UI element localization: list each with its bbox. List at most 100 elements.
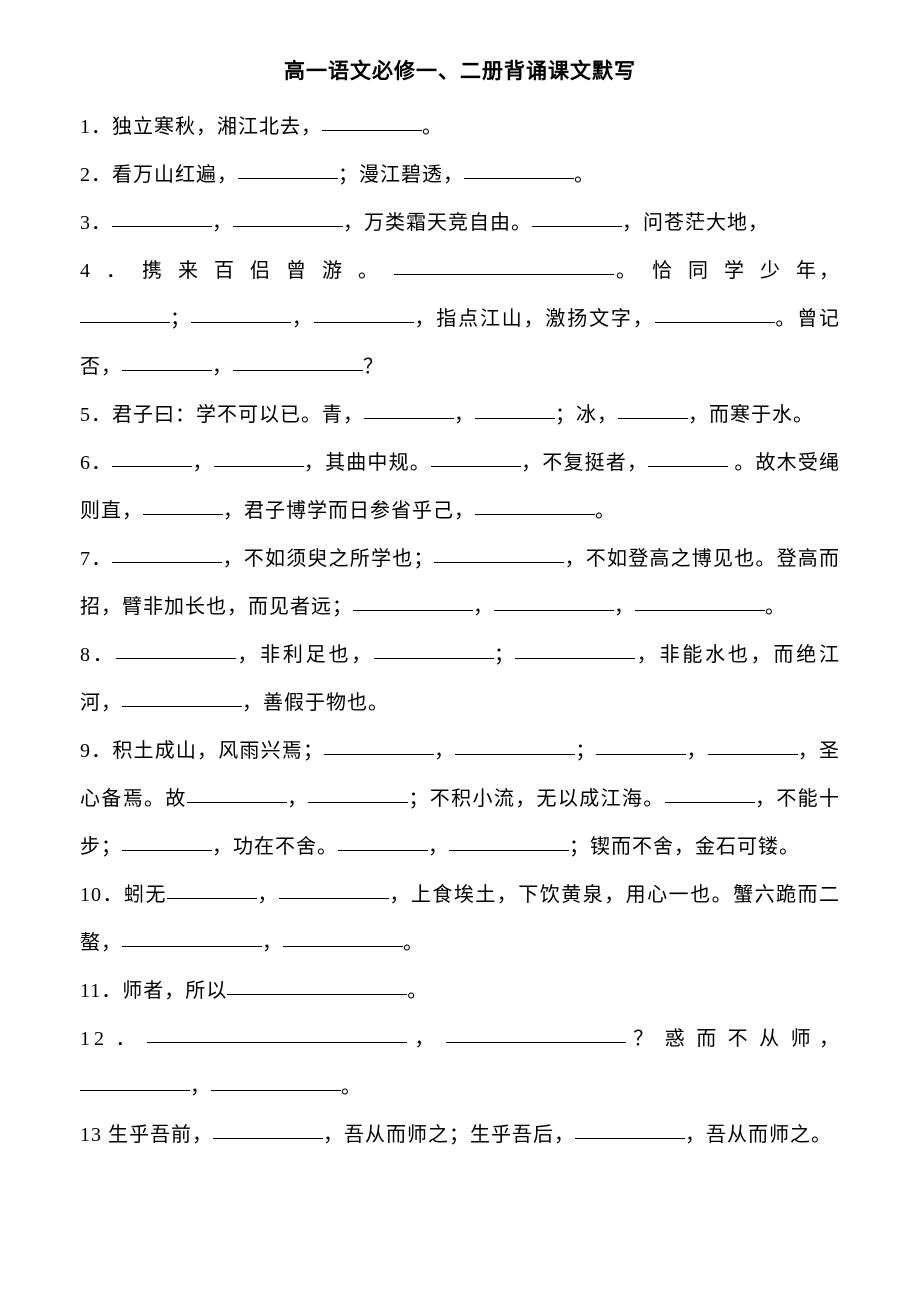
q4-text-b: 。恰同学少 (614, 260, 796, 282)
q13-text-b: ，吾从而师之；生乎吾后， (323, 1124, 575, 1146)
q10-text-e: 。 (403, 932, 424, 954)
q7-text-e: ， (614, 596, 635, 618)
q4-text-c: 年， (796, 260, 840, 282)
blank (122, 351, 212, 371)
question-3: 3．，，万类霜天竞自由。，问苍茫大地， (80, 199, 840, 247)
q3-text-b: ， (212, 212, 233, 234)
q3-text-c: ，万类霜天竞自由。 (343, 212, 532, 234)
q2-text-c: 。 (574, 164, 595, 186)
q9-text-j: ， (428, 836, 449, 858)
blank (80, 303, 170, 323)
blank (112, 207, 212, 227)
q11-text-a: 11．师者，所以 (80, 980, 227, 1002)
question-11: 11．师者，所以。 (80, 967, 840, 1015)
q6-text-b: ， (192, 452, 213, 474)
question-13: 13 生乎吾前， ，吾从而师之；生乎吾后， ，吾从而师之。 (80, 1111, 840, 1159)
q5-text-b: ， (454, 404, 475, 426)
blank (374, 639, 494, 659)
blank (314, 303, 414, 323)
q6-text-g: 。 (595, 500, 616, 522)
q13-text-a: 13 生乎吾前， (80, 1124, 213, 1146)
q6-text-d: ，不复挺者， (521, 452, 648, 474)
q12-text-a: 12． (80, 1028, 147, 1050)
q8-text-e: ，善假于物也。 (242, 692, 389, 714)
q7-text-b: ，不如须臾之所学也； (222, 548, 434, 570)
blank (322, 111, 422, 131)
blank (324, 735, 434, 755)
q9-text-d: ， (686, 740, 707, 762)
blank (283, 927, 403, 947)
question-9: 9．积土成山，风雨兴焉；，；，，圣心备焉。故，；不积小流，无以成江海。，不能十步… (80, 727, 840, 871)
document-title: 高一语文必修一、二册背诵课文默写 (80, 55, 840, 85)
q9-text-k: ；锲而不舍，金石可镂。 (569, 836, 800, 858)
blank (279, 879, 389, 899)
question-2: 2．看万山红遍， ；漫江碧透， 。 (80, 151, 840, 199)
q6-text-f: ，君子博学而日参省乎己， (223, 500, 475, 522)
q9-text-b: ， (434, 740, 455, 762)
blank (353, 591, 473, 611)
q12-text-e: ， (190, 1076, 211, 1098)
blank (494, 591, 614, 611)
blank (648, 447, 728, 467)
q9-text-g: ；不积小流，无以成江海。 (408, 788, 664, 810)
blank (434, 543, 564, 563)
q4-text-a: 4．携来百侣曾游。 (80, 260, 394, 282)
blank (635, 591, 765, 611)
blank (211, 1071, 341, 1091)
q9-text-f: ， (287, 788, 309, 810)
blank (238, 159, 338, 179)
blank (122, 927, 262, 947)
blank (191, 303, 291, 323)
q8-text-c: ； (494, 644, 515, 666)
question-8: 8．，非利足也，；，非能水也，而绝江河，，善假于物也。 (80, 631, 840, 727)
q7-text-f: 。 (765, 596, 786, 618)
blank (143, 495, 223, 515)
question-1: 1．独立寒秋，湘江北去，。 (80, 103, 840, 151)
blank (167, 879, 257, 899)
question-7: 7．，不如须臾之所学也；，不如登高之博见也。登高而招，臂非加长也，而见者远；，，… (80, 535, 840, 631)
question-10: 10．蚓无，，上食埃土，下饮黄泉，用心一也。蟹六跪而二螯，，。 (80, 871, 840, 967)
blank (187, 783, 287, 803)
blank (515, 639, 635, 659)
q9-text-a: 9．积土成山，风雨兴焉； (80, 740, 324, 762)
blank (338, 831, 428, 851)
blank (112, 543, 222, 563)
blank (116, 639, 236, 659)
q4-text-f: ，指点江山，激扬文字， (414, 308, 655, 330)
blank (665, 783, 755, 803)
q13-text-c: ，吾从而师之。 (685, 1124, 832, 1146)
blank (475, 495, 595, 515)
blank (308, 783, 408, 803)
question-6: 6．，，其曲中规。，不复挺者， 。故木受绳则直，，君子博学而日参省乎己，。 (80, 439, 840, 535)
blank (364, 399, 454, 419)
blank (213, 1119, 323, 1139)
q12-text-d: 师， (791, 1028, 840, 1050)
q5-text-d: ，而寒于水。 (688, 404, 814, 426)
q4-text-d: ； (170, 308, 191, 330)
question-12: 12．，？惑而不从师，，。 (80, 1015, 840, 1111)
blank (394, 255, 614, 275)
blank (475, 399, 555, 419)
q6-text-a: 6． (80, 452, 112, 474)
q2-text-a: 2．看万山红遍， (80, 164, 238, 186)
blank (596, 735, 686, 755)
blank (233, 207, 343, 227)
blank (431, 447, 521, 467)
blank (446, 1023, 626, 1043)
question-4: 4．携来百侣曾游。。恰同学少年，；，，指点江山，激扬文字，。曾记否，，？ (80, 247, 840, 391)
q5-text-c: ；冰， (555, 404, 618, 426)
q2-text-b: ；漫江碧透， (338, 164, 464, 186)
blank (112, 447, 192, 467)
blank (122, 687, 242, 707)
q8-text-a: 8． (80, 644, 116, 666)
q4-text-i: ？ (363, 356, 384, 378)
blank (618, 399, 688, 419)
blank (464, 159, 574, 179)
blank (233, 351, 363, 371)
q4-text-e: ， (291, 308, 314, 330)
q4-text-h: ， (212, 356, 233, 378)
q12-text-f: 。 (341, 1076, 362, 1098)
q1-text-b: 。 (422, 116, 443, 138)
q10-text-b: ， (257, 884, 279, 906)
blank (227, 975, 407, 995)
